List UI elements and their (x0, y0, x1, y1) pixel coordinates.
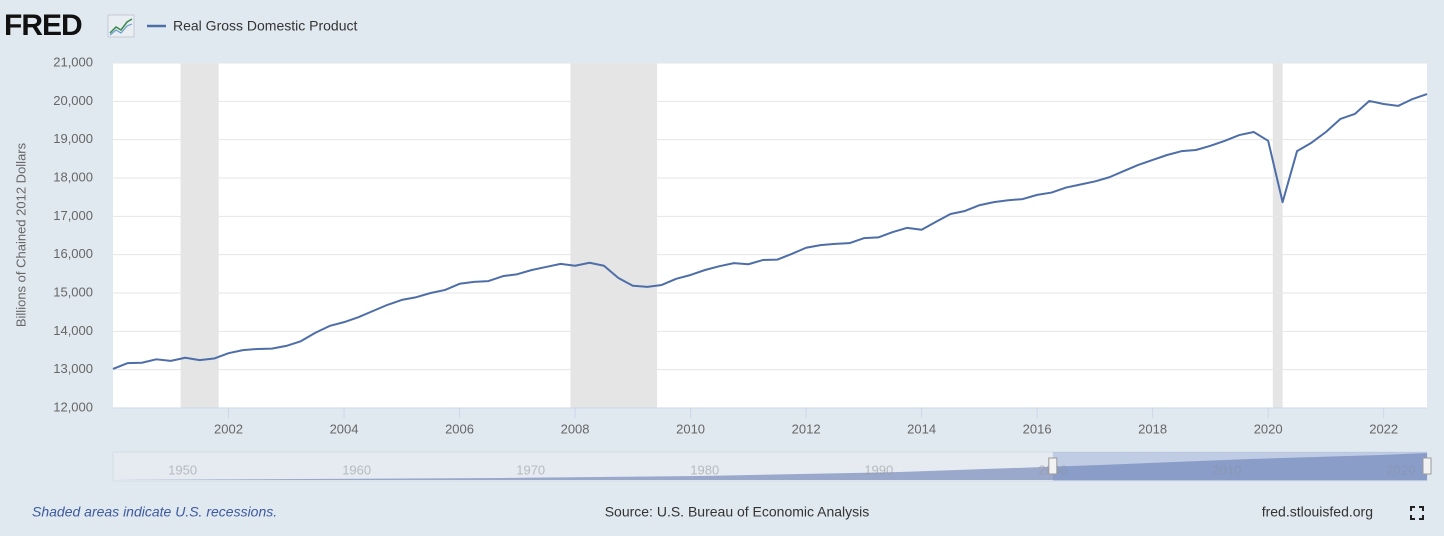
x-tick-label: 2014 (907, 421, 936, 436)
x-tick-label: 2012 (792, 421, 821, 436)
navigator-tick-label: 1970 (516, 462, 545, 477)
recession-band (180, 63, 219, 408)
x-tick-label: 2020 (1254, 421, 1283, 436)
navigator-tick-label: 2010 (1212, 462, 1241, 477)
y-tick-label: 20,000 (53, 93, 93, 108)
x-tick-label: 2004 (330, 421, 359, 436)
recession-note: Shaded areas indicate U.S. recessions. (32, 504, 277, 520)
y-tick-label: 16,000 (53, 246, 93, 261)
y-tick-label: 12,000 (53, 399, 93, 414)
brand-logo: FRED (4, 9, 82, 42)
recession-band (570, 63, 658, 408)
plot-layer: 12,000 13,000 14,000 15,000 16,000 17,000 18,0… (53, 54, 1428, 436)
y-tick-label: 17,000 (53, 208, 93, 223)
plot-area (113, 63, 1427, 408)
x-tick-label: 2006 (445, 421, 474, 436)
navigator-handle[interactable] (1048, 457, 1058, 475)
x-tick-label: 2002 (214, 421, 243, 436)
y-tick-label: 14,000 (53, 323, 93, 338)
navigator-tick-label: 1980 (690, 462, 719, 477)
y-tick-label: 13,000 (53, 361, 93, 376)
x-tick-label: 2008 (561, 421, 590, 436)
x-tick-label: 2010 (676, 421, 705, 436)
fullscreen-button[interactable] (1410, 506, 1424, 520)
navigator-tick-label: 1950 (168, 462, 197, 477)
source: Source: U.S. Bureau of Economic Analysis (605, 504, 870, 520)
recession-band (1272, 63, 1283, 408)
navigator-area (113, 453, 1427, 480)
x-tick-label: 2018 (1138, 421, 1167, 436)
y-tick-label: 19,000 (53, 131, 93, 146)
y-tick-label: 15,000 (53, 284, 93, 299)
logo-icon (107, 14, 135, 38)
navigator-layer: 19501960197019801990200020102020 (168, 452, 1432, 481)
legend-label: Real Gross Domestic Product (173, 18, 358, 34)
y-axis-label: Billions of Chained 2012 Dollars (13, 142, 28, 327)
navigator-selection (1052, 452, 1427, 481)
data-line (112, 93, 1428, 370)
y-tick-label: 21,000 (53, 54, 93, 69)
navigator-tick-label: 2020 (1386, 462, 1415, 477)
navigator-handle[interactable] (1422, 457, 1432, 475)
y-tick-label: 18,000 (53, 169, 93, 184)
navigator-tick-label: 1990 (864, 462, 893, 477)
x-tick-label: 2016 (1023, 421, 1052, 436)
navigator-tick-label: 1960 (342, 462, 371, 477)
site-link[interactable]: fred.stlouisfed.org (1262, 504, 1373, 520)
x-tick-label: 2022 (1369, 421, 1398, 436)
